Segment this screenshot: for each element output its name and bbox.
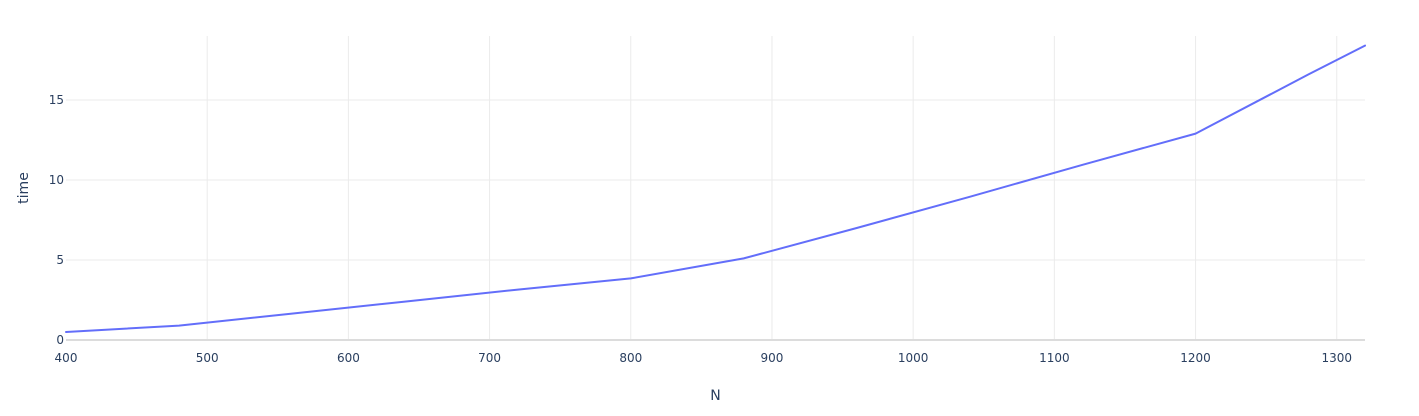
y-tick-label: 0 — [56, 333, 64, 347]
x-axis-ticks: 400 500 600 700 800 900 1000 1100 1200 1300 — [55, 351, 1352, 365]
series-layer — [65, 44, 1366, 333]
x-tick-label: 400 — [55, 351, 78, 365]
series-line — [65, 44, 1366, 333]
x-tick-label: 1300 — [1321, 351, 1352, 365]
x-tick-label: 500 — [196, 351, 219, 365]
x-tick-label: 1100 — [1039, 351, 1070, 365]
x-tick-label: 1000 — [898, 351, 929, 365]
y-axis-ticks: 0 5 10 15 — [49, 93, 64, 347]
y-axis-title: time — [16, 172, 32, 204]
grid — [66, 36, 1365, 341]
x-axis-title: N — [710, 388, 720, 404]
y-tick-label: 5 — [56, 253, 64, 267]
y-tick-label: 15 — [49, 93, 64, 107]
x-tick-label: 700 — [478, 351, 501, 365]
x-tick-label: 800 — [619, 351, 642, 365]
x-tick-label: 900 — [761, 351, 784, 365]
x-tick-label: 1200 — [1180, 351, 1211, 365]
x-tick-label: 600 — [337, 351, 360, 365]
y-tick-label: 10 — [49, 173, 64, 187]
